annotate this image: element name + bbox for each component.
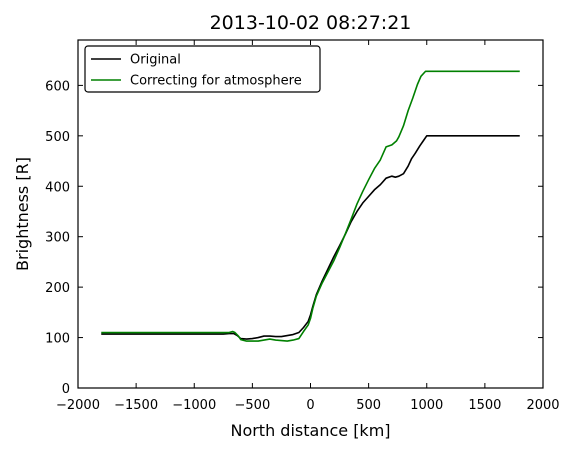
x-tick-label: −500	[235, 398, 271, 413]
x-tick-label: −1500	[114, 398, 158, 413]
legend-label: Correcting for atmosphere	[130, 74, 302, 89]
y-axis-label: Brightness [R]	[13, 157, 32, 271]
y-tick-label: 500	[45, 130, 70, 145]
x-tick-label: 2000	[526, 398, 559, 413]
legend: Original Correcting for atmosphere	[84, 45, 321, 93]
x-tick-label: 1500	[468, 398, 501, 413]
x-tick-label: 0	[306, 398, 314, 413]
y-tick-label: 600	[45, 79, 70, 94]
x-tick-label: −1000	[172, 398, 216, 413]
x-tick-label: 500	[356, 398, 381, 413]
y-tick-label: 300	[45, 231, 70, 246]
ticks-layer: −2000 −1500 −1000 −500 0 500 1000 1500 2000 0 100 2…	[45, 40, 560, 413]
legend-label: Original	[130, 53, 181, 68]
legend-box	[84, 45, 321, 93]
series-line-corrected	[101, 70, 520, 342]
x-tick-label: −2000	[56, 398, 100, 413]
y-tick-label: 400	[45, 180, 70, 195]
y-tick-label: 0	[62, 382, 70, 397]
series-line-original	[101, 135, 520, 340]
series-layer	[101, 70, 520, 342]
x-axis-label: North distance [km]	[230, 421, 390, 440]
y-tick-label: 200	[45, 281, 70, 296]
y-tick-label: 100	[45, 332, 70, 347]
x-tick-label: 1000	[410, 398, 443, 413]
chart-title: 2013-10-02 08:27:21	[210, 12, 412, 34]
